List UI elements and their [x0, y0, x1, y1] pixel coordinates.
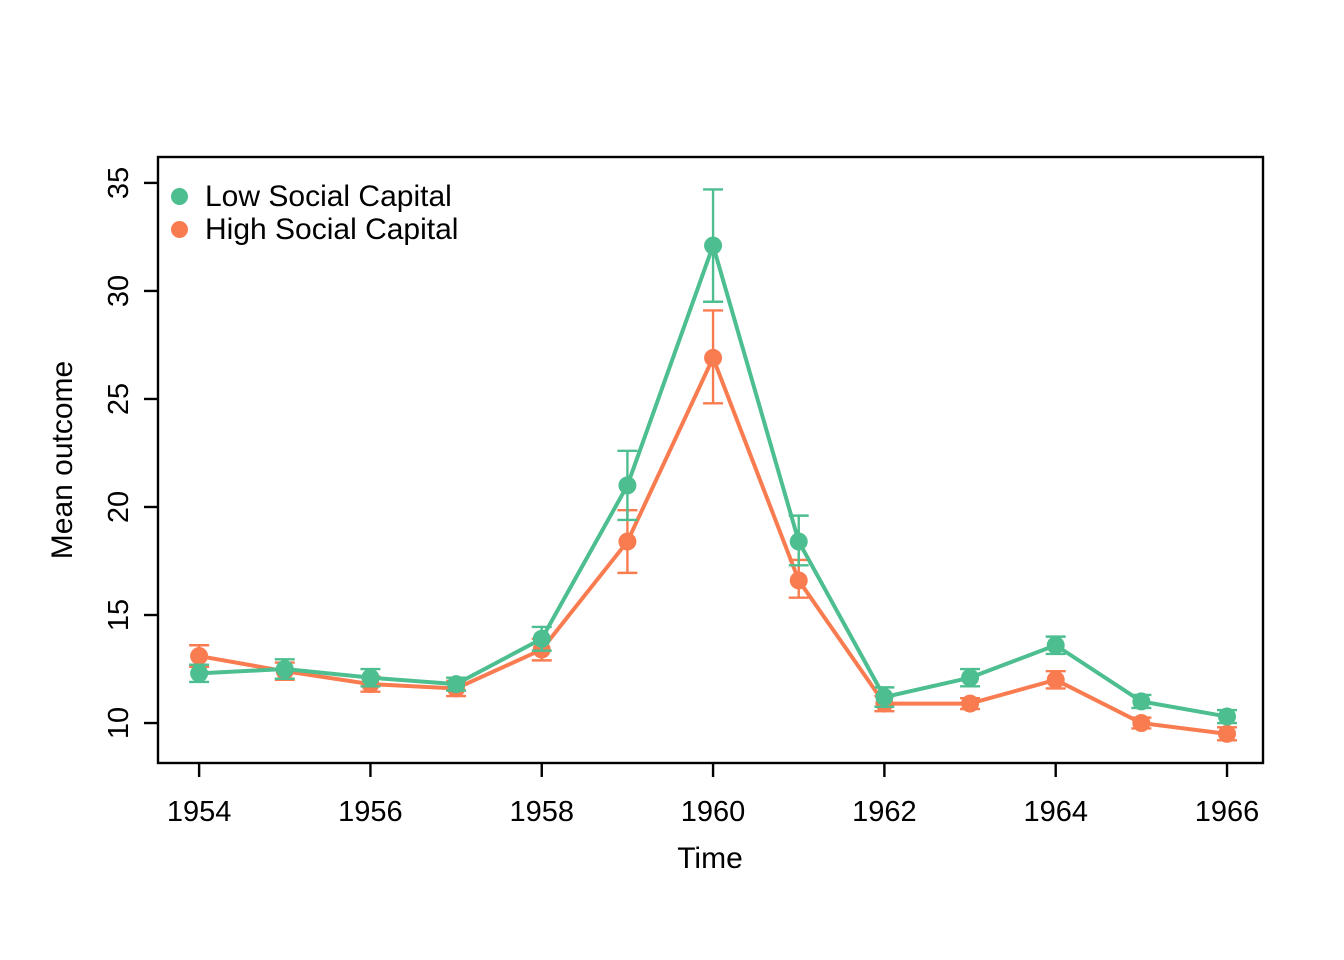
legend-item-low-social-capital: Low Social Capital — [171, 180, 458, 213]
data-point — [190, 664, 209, 683]
data-point — [789, 532, 808, 551]
data-point — [1046, 670, 1065, 689]
y-tick-label: 25 — [103, 383, 135, 415]
data-point — [875, 688, 894, 707]
y-tick-label: 10 — [103, 707, 135, 739]
legend-swatch-icon — [171, 188, 188, 205]
data-point — [361, 668, 380, 687]
data-point — [704, 236, 723, 255]
x-tick-label: 1966 — [1195, 796, 1260, 828]
x-tick-label: 1958 — [509, 796, 574, 828]
data-point — [961, 694, 980, 713]
data-point — [532, 629, 551, 648]
legend-swatch-icon — [171, 221, 188, 238]
data-point — [190, 647, 209, 666]
data-point — [1218, 707, 1237, 726]
data-point — [447, 675, 466, 694]
data-point — [275, 660, 294, 679]
plot-box — [156, 155, 1265, 765]
data-point — [1132, 692, 1151, 711]
x-tick-label: 1960 — [681, 796, 746, 828]
x-tick-label: 1964 — [1023, 796, 1088, 828]
data-point — [1132, 714, 1151, 733]
data-point — [789, 571, 808, 590]
y-tick-label: 30 — [103, 275, 135, 307]
data-point — [961, 668, 980, 687]
legend-label: High Social Capital — [205, 212, 459, 246]
legend: Low Social Capital High Social Capital — [171, 180, 458, 246]
legend-label: Low Social Capital — [205, 179, 452, 213]
data-point — [1046, 636, 1065, 655]
x-tick-label: 1956 — [338, 796, 403, 828]
x-tick-label: 1962 — [852, 796, 917, 828]
data-point — [1218, 724, 1237, 743]
x-tick-label: 1954 — [167, 796, 232, 828]
y-tick-label: 35 — [103, 167, 135, 199]
y-axis-title: Mean outcome — [46, 360, 79, 560]
data-point — [618, 532, 637, 551]
y-tick-label: 20 — [103, 491, 135, 523]
x-axis-title: Time — [677, 842, 743, 875]
data-point — [618, 476, 637, 495]
y-tick-label: 15 — [103, 599, 135, 631]
data-point — [704, 348, 723, 367]
legend-item-high-social-capital: High Social Capital — [171, 213, 458, 246]
